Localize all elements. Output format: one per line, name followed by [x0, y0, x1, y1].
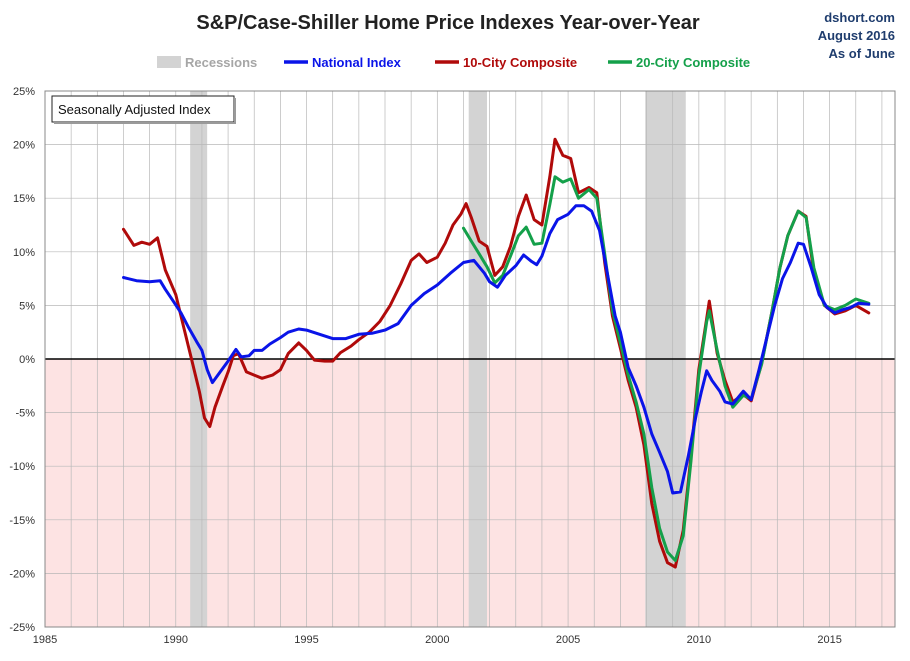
- legend-label-0: Recessions: [185, 55, 257, 70]
- legend-label-1: National Index: [312, 55, 402, 70]
- plot-area: 25% 20% 15% 10% 5% 0% -5% -10% -15% -20% -25%1985 1…: [9, 86, 896, 646]
- x-tick-label: 1990: [164, 634, 188, 646]
- x-tick-label: 2000: [425, 634, 449, 646]
- annotation-text: Seasonally Adjusted Index: [58, 102, 211, 117]
- y-tick-label: -5%: [15, 408, 35, 420]
- legend-label-3: 20-City Composite: [636, 55, 750, 70]
- y-tick-label: -25%: [9, 622, 35, 634]
- credit-date: August 2016: [818, 28, 895, 43]
- plot-frame: [44, 90, 896, 628]
- x-tick-label: 1995: [294, 634, 318, 646]
- x-tick-label: 2010: [687, 634, 711, 646]
- annotation-box: Seasonally Adjusted Index: [51, 95, 236, 124]
- x-tick-label: 1985: [33, 634, 57, 646]
- y-tick-label: -20%: [9, 568, 35, 580]
- credit-site: dshort.com: [824, 10, 895, 25]
- x-tick-label: 2015: [817, 634, 841, 646]
- y-tick-label: 0%: [19, 354, 35, 366]
- credit-asof: As of June: [829, 46, 895, 61]
- legend-label-2: 10-City Composite: [463, 55, 577, 70]
- x-tick-label: 2005: [556, 634, 580, 646]
- y-tick-label: 10%: [13, 247, 35, 259]
- y-tick-label: -15%: [9, 515, 35, 527]
- chart-title: S&P/Case-Shiller Home Price Indexes Year…: [196, 12, 699, 34]
- series-line-20-city-composite: [462, 175, 871, 562]
- series-line-national-index: [122, 204, 871, 495]
- y-tick-label: 5%: [19, 300, 35, 312]
- y-tick-label: 20%: [13, 140, 35, 152]
- y-tick-label: 15%: [13, 193, 35, 205]
- y-tick-label: 25%: [13, 86, 35, 98]
- y-tick-label: -10%: [9, 461, 35, 473]
- legend: Recessions National Index 10-City Composit…: [157, 55, 750, 70]
